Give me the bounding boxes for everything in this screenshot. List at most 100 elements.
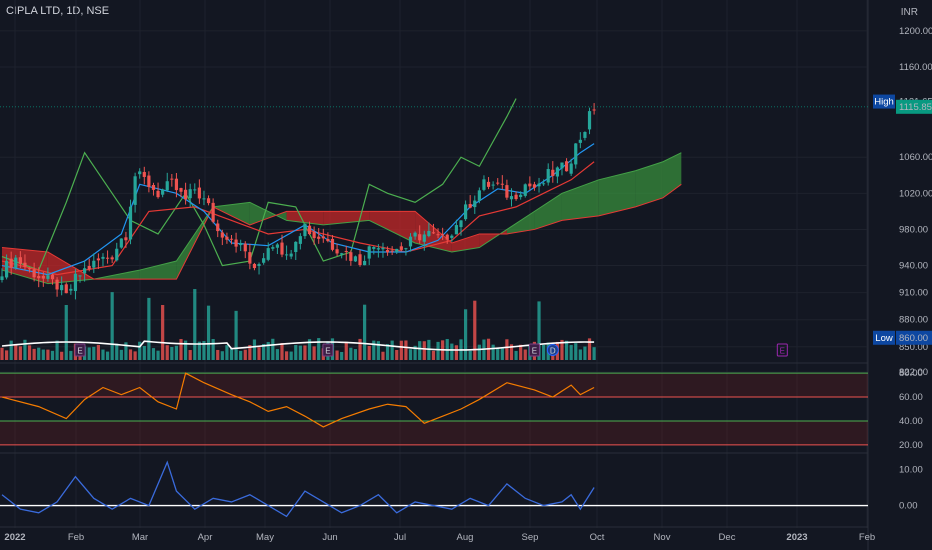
candle[interactable] bbox=[519, 194, 523, 198]
candle[interactable] bbox=[289, 253, 293, 257]
candle[interactable] bbox=[381, 247, 385, 250]
candle[interactable] bbox=[404, 248, 408, 250]
candle[interactable] bbox=[330, 238, 335, 250]
candle[interactable] bbox=[335, 249, 339, 254]
candle[interactable] bbox=[206, 198, 211, 204]
candle[interactable] bbox=[578, 139, 582, 143]
candle[interactable] bbox=[280, 242, 284, 255]
candle[interactable] bbox=[14, 257, 18, 269]
candle[interactable] bbox=[418, 234, 422, 241]
candle[interactable] bbox=[83, 268, 87, 274]
candle[interactable] bbox=[9, 258, 13, 268]
candle[interactable] bbox=[142, 172, 146, 177]
candle[interactable] bbox=[340, 253, 344, 255]
candle[interactable] bbox=[46, 275, 50, 279]
candle[interactable] bbox=[0, 276, 4, 280]
candle[interactable] bbox=[363, 260, 367, 266]
candle[interactable] bbox=[523, 184, 527, 196]
symbol-title[interactable]: CIPLA LTD, 1D, NSE bbox=[6, 5, 110, 17]
candle[interactable] bbox=[587, 111, 592, 130]
dividend-marker[interactable]: D bbox=[546, 344, 559, 356]
candle[interactable] bbox=[133, 176, 137, 205]
candle[interactable] bbox=[211, 202, 215, 222]
candle[interactable] bbox=[312, 231, 316, 239]
candle[interactable] bbox=[532, 184, 537, 188]
candle[interactable] bbox=[119, 238, 123, 248]
candle[interactable] bbox=[358, 254, 362, 266]
candle[interactable] bbox=[202, 198, 206, 200]
candle[interactable] bbox=[115, 248, 119, 261]
candle[interactable] bbox=[96, 258, 100, 261]
candle[interactable] bbox=[27, 268, 32, 270]
candle[interactable] bbox=[445, 234, 449, 240]
candle[interactable] bbox=[303, 223, 307, 237]
candle[interactable] bbox=[450, 235, 454, 238]
candle[interactable] bbox=[18, 257, 22, 264]
candle[interactable] bbox=[161, 189, 165, 195]
candle[interactable] bbox=[459, 220, 463, 228]
candle[interactable] bbox=[496, 182, 500, 184]
momentum-pane[interactable] bbox=[0, 460, 868, 518]
candle[interactable] bbox=[463, 204, 468, 220]
candle[interactable] bbox=[229, 238, 234, 240]
candle[interactable] bbox=[427, 230, 431, 237]
candle[interactable] bbox=[179, 188, 183, 192]
candle[interactable] bbox=[170, 178, 174, 180]
candle[interactable] bbox=[92, 260, 96, 268]
candle[interactable] bbox=[266, 248, 270, 260]
candle[interactable] bbox=[294, 241, 298, 253]
candle[interactable] bbox=[491, 184, 495, 186]
candle[interactable] bbox=[37, 276, 41, 279]
candle[interactable] bbox=[105, 257, 110, 259]
earnings-marker[interactable]: E bbox=[322, 343, 334, 357]
candle[interactable] bbox=[4, 260, 9, 278]
candle[interactable] bbox=[395, 248, 399, 253]
candle[interactable] bbox=[138, 171, 142, 175]
candle[interactable] bbox=[216, 223, 220, 232]
candle[interactable] bbox=[252, 263, 257, 269]
candle[interactable] bbox=[64, 284, 68, 294]
candle[interactable] bbox=[284, 254, 289, 256]
candle[interactable] bbox=[482, 179, 486, 190]
candle[interactable] bbox=[514, 194, 518, 200]
candle[interactable] bbox=[385, 249, 390, 253]
candle[interactable] bbox=[441, 234, 445, 236]
candle[interactable] bbox=[500, 183, 504, 185]
candle[interactable] bbox=[220, 232, 224, 238]
earnings-marker[interactable]: E bbox=[776, 343, 788, 357]
candle[interactable] bbox=[234, 239, 238, 247]
earnings-marker[interactable]: E bbox=[528, 343, 540, 357]
candle[interactable] bbox=[349, 252, 353, 261]
candle[interactable] bbox=[73, 273, 78, 292]
candle[interactable] bbox=[275, 244, 279, 248]
candle[interactable] bbox=[592, 109, 596, 111]
candle[interactable] bbox=[560, 162, 564, 169]
candle[interactable] bbox=[486, 181, 491, 187]
candle[interactable] bbox=[307, 225, 312, 235]
candle[interactable] bbox=[473, 200, 477, 208]
candle[interactable] bbox=[574, 143, 578, 165]
candle[interactable] bbox=[184, 189, 188, 200]
candle[interactable] bbox=[436, 234, 440, 236]
candle[interactable] bbox=[431, 232, 436, 234]
candle[interactable] bbox=[78, 275, 82, 277]
candle[interactable] bbox=[528, 183, 532, 187]
candle[interactable] bbox=[399, 246, 403, 250]
candle[interactable] bbox=[367, 246, 371, 259]
candle[interactable] bbox=[41, 275, 45, 279]
candle[interactable] bbox=[509, 196, 514, 200]
candle[interactable] bbox=[165, 181, 169, 191]
candle[interactable] bbox=[454, 225, 459, 235]
candle[interactable] bbox=[225, 236, 229, 240]
candle[interactable] bbox=[505, 185, 509, 198]
candle[interactable] bbox=[551, 169, 555, 176]
candle[interactable] bbox=[344, 250, 348, 252]
candle[interactable] bbox=[193, 189, 197, 191]
candle[interactable] bbox=[151, 184, 156, 190]
candle[interactable] bbox=[546, 169, 550, 183]
candle[interactable] bbox=[298, 236, 302, 244]
rsi-pane[interactable] bbox=[0, 372, 868, 446]
candle[interactable] bbox=[408, 236, 413, 247]
